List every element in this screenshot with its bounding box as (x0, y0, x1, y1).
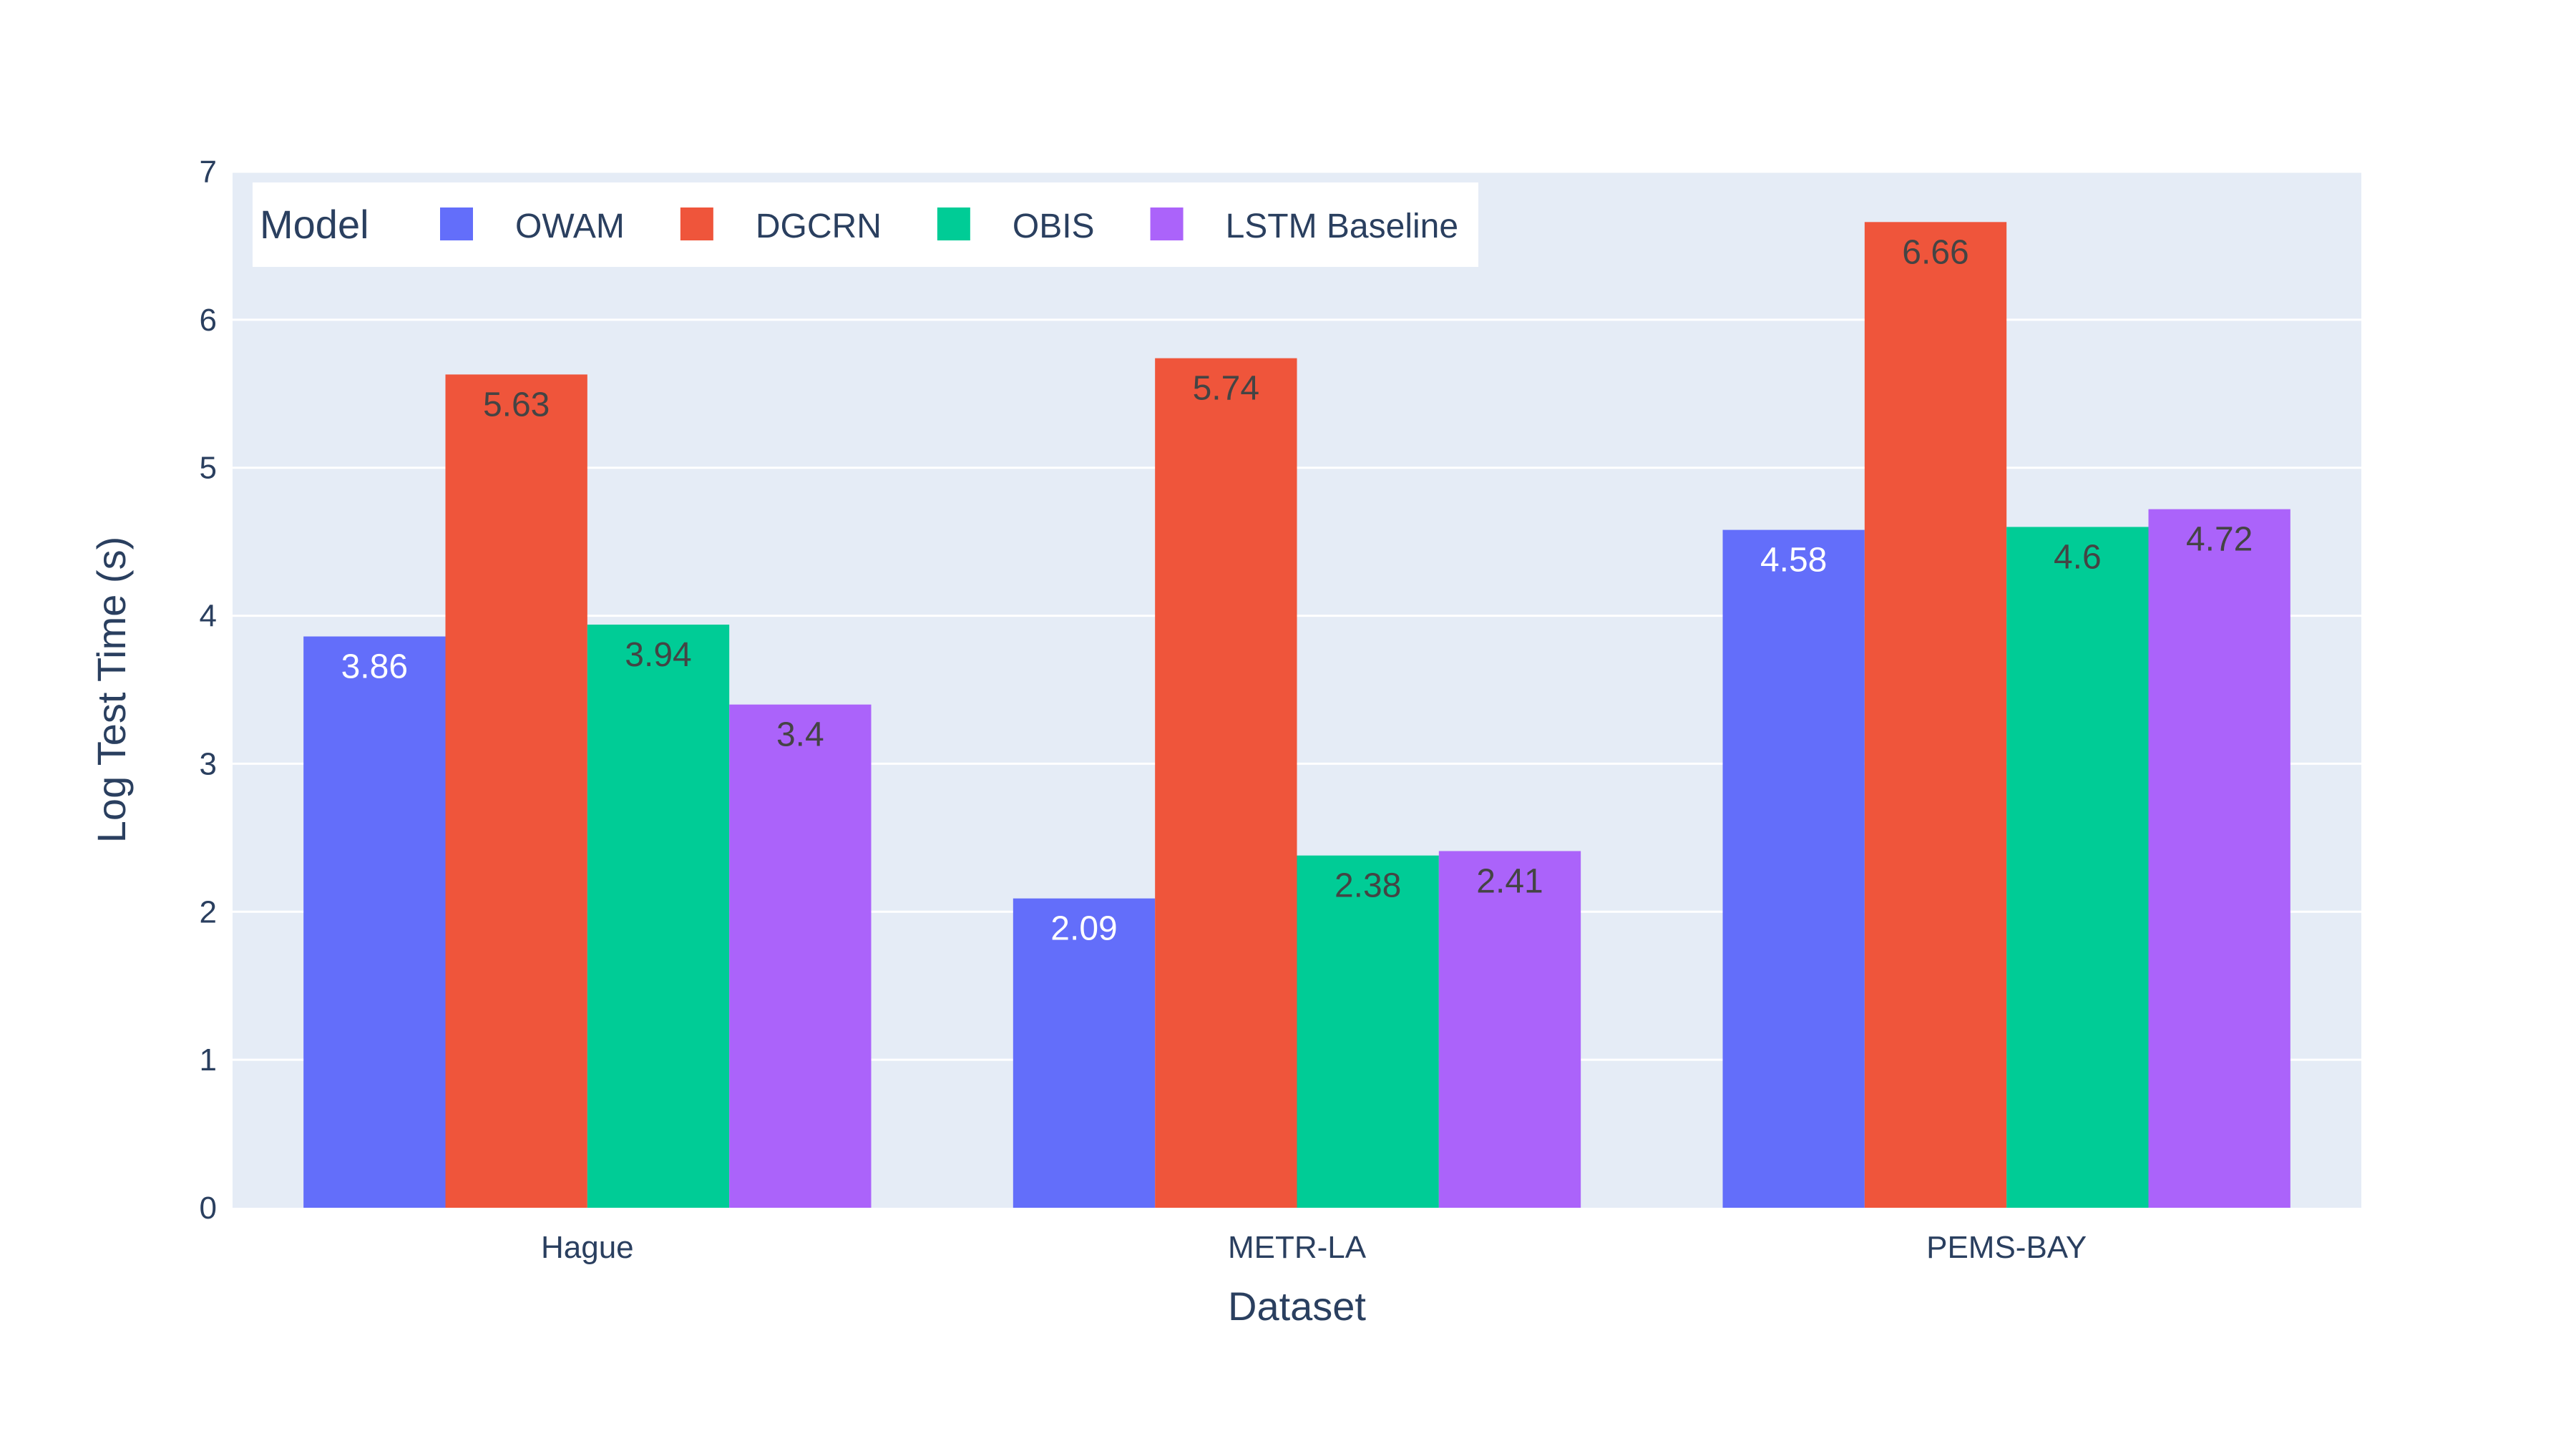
legend-label: DGCRN (756, 207, 882, 245)
legend-label: OBIS (1013, 207, 1095, 245)
bar-value-label: 5.63 (483, 386, 550, 424)
bar-dgcrn (1864, 222, 2007, 1208)
bar-value-label: 2.38 (1335, 867, 1401, 905)
bar-value-label: 4.72 (2186, 521, 2253, 559)
bar-value-label: 2.09 (1050, 910, 1117, 948)
bar-obis (1297, 855, 1439, 1208)
bar-owam (1722, 529, 1865, 1208)
y-tick-label: 3 (200, 746, 217, 781)
bar-dgcrn (445, 374, 587, 1208)
bar-labels: 3.86 5.63 3.94 3.4 2.09 5.74 2.38 2.41 4.58 6.66 4… (341, 233, 2253, 947)
x-tick-label: Hague (541, 1230, 634, 1265)
bar-value-label: 3.86 (341, 648, 408, 686)
legend-swatch (937, 207, 970, 240)
bar-value-label: 4.6 (2054, 538, 2102, 576)
bar-obis (587, 624, 730, 1208)
legend: Model OWAM DGCRN OBIS LSTM Baseline (253, 182, 1479, 267)
bar-value-label: 4.58 (1760, 542, 1827, 580)
legend-title: Model (260, 202, 369, 247)
legend-label: OWAM (515, 207, 625, 245)
bar-lstm-baseline (729, 704, 872, 1208)
bar-lstm-baseline (2148, 509, 2290, 1208)
bar-value-label: 3.4 (776, 716, 824, 754)
legend-swatch (440, 207, 473, 240)
bar-lstm-baseline (1438, 851, 1581, 1208)
bar-value-label: 2.41 (1476, 862, 1543, 900)
y-axis-title: Log Test Time (s) (89, 537, 134, 843)
y-tick-labels: 0 1 2 3 4 5 6 7 (200, 155, 217, 1226)
y-tick-label: 1 (200, 1042, 217, 1078)
y-tick-label: 2 (200, 894, 217, 929)
y-tick-label: 5 (200, 451, 217, 486)
bar-dgcrn (1155, 358, 1297, 1208)
x-axis-title: Dataset (1228, 1284, 1366, 1329)
bar-owam (303, 636, 446, 1208)
legend-swatch (1150, 207, 1184, 240)
y-tick-label: 7 (200, 155, 217, 190)
y-tick-label: 4 (200, 599, 217, 634)
y-tick-label: 6 (200, 303, 217, 338)
x-tick-labels: Hague METR-LA PEMS-BAY (541, 1230, 2087, 1265)
bar-obis (2006, 527, 2149, 1208)
bar-owam (1013, 898, 1156, 1208)
legend-items: OWAM DGCRN OBIS LSTM Baseline (440, 207, 1458, 245)
bar-value-label: 3.94 (625, 636, 691, 674)
legend-label: LSTM Baseline (1226, 207, 1458, 245)
x-tick-label: METR-LA (1228, 1230, 1367, 1265)
x-tick-label: PEMS-BAY (1926, 1230, 2087, 1265)
bar-value-label: 6.66 (1902, 233, 1968, 271)
legend-swatch (680, 207, 713, 240)
bar-value-label: 5.74 (1193, 370, 1259, 408)
bars (303, 222, 2290, 1208)
y-tick-label: 0 (200, 1191, 217, 1226)
